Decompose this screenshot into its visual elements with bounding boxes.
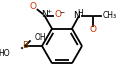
Text: O: O (55, 10, 62, 19)
Text: N: N (41, 10, 48, 19)
Text: −: − (59, 9, 64, 14)
Text: HO: HO (0, 49, 10, 58)
Text: +: + (46, 9, 51, 14)
Text: O: O (30, 2, 37, 11)
Text: N: N (73, 11, 80, 20)
Text: OH: OH (35, 32, 47, 41)
Text: O: O (89, 25, 96, 34)
Text: B: B (22, 41, 28, 50)
Text: CH₃: CH₃ (102, 11, 117, 20)
Text: H: H (78, 9, 83, 18)
